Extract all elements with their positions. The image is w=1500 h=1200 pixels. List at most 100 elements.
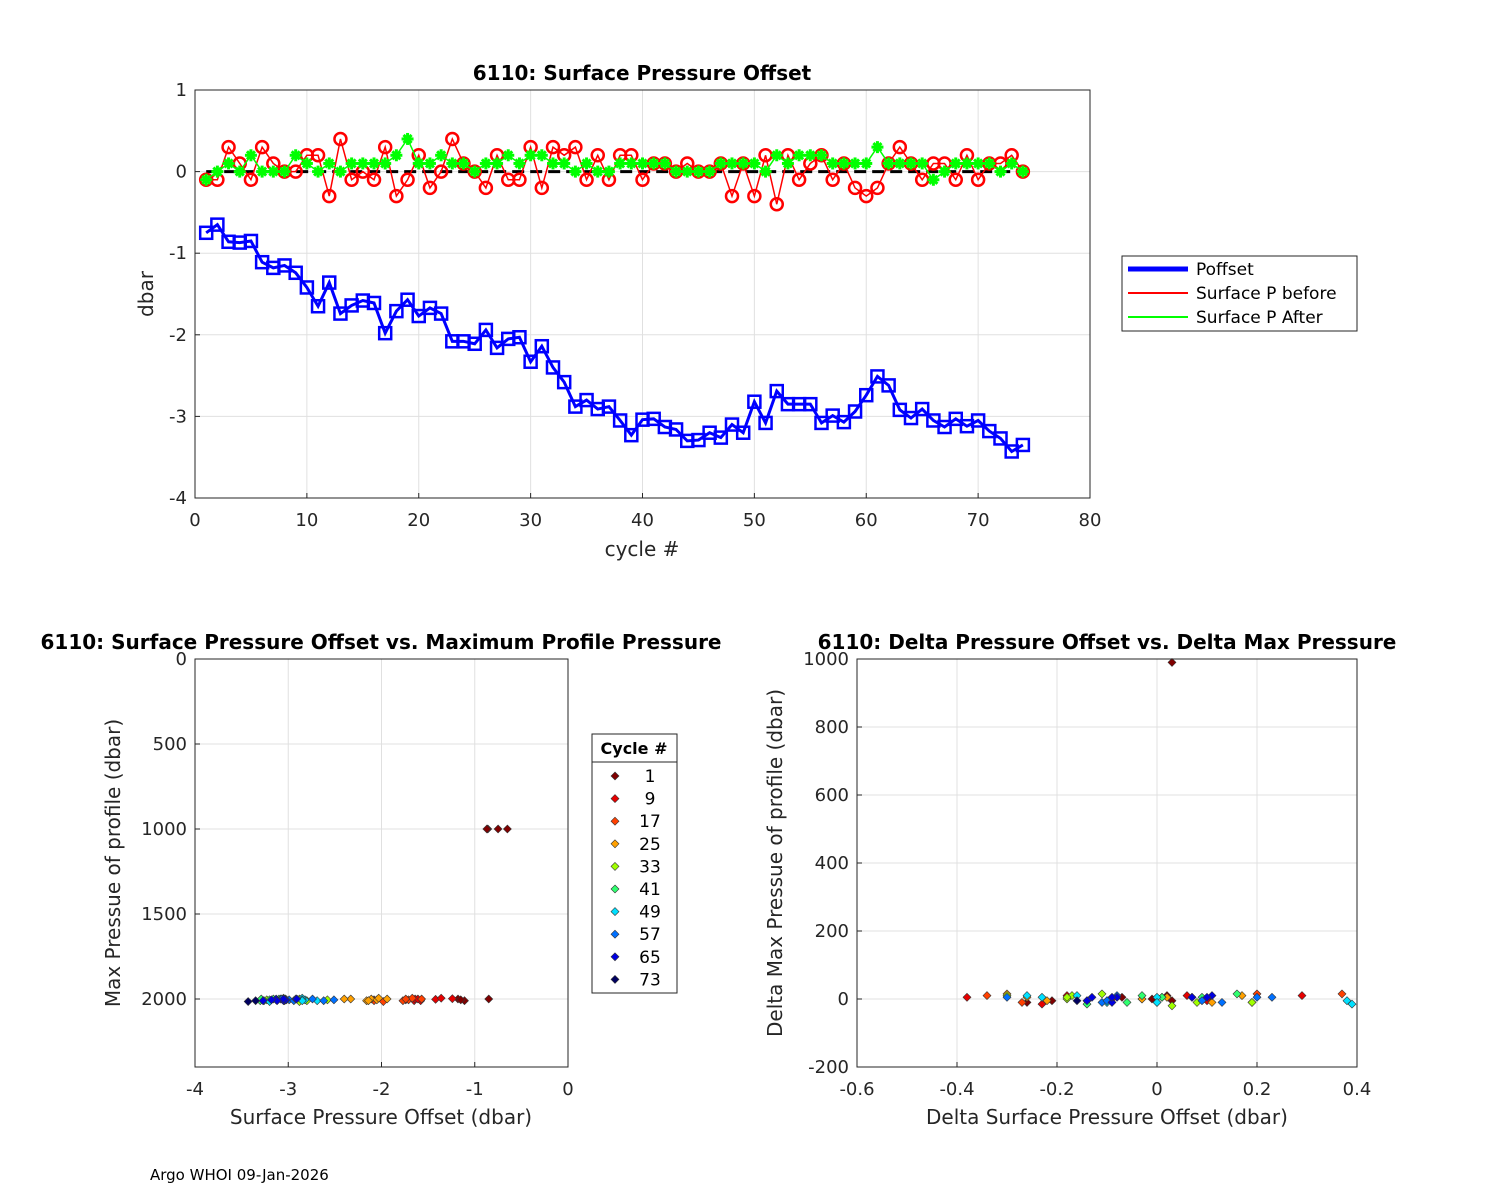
bottom-right-x-tick-label: -0.4 xyxy=(939,1079,974,1100)
scatter-point-cycle xyxy=(502,824,512,834)
point-surface-p-before xyxy=(512,172,527,188)
top-y-tick-label: 0 xyxy=(176,162,187,183)
bottom-left-y-tick-label: 1500 xyxy=(141,904,187,925)
delta-scatter-point xyxy=(1267,992,1277,1002)
point-surface-p-after xyxy=(256,165,269,178)
point-surface-p-before xyxy=(400,172,415,188)
point-surface-p-after xyxy=(244,149,257,162)
delta-scatter-point xyxy=(1252,992,1262,1002)
scatter-point-cycle xyxy=(482,824,492,834)
point-surface-p-after xyxy=(670,165,683,178)
bottom-right-x-tick-label: -0.2 xyxy=(1039,1079,1074,1100)
point-surface-p-before xyxy=(433,164,449,179)
point-surface-p-before xyxy=(769,196,784,212)
scatter-point-cycle xyxy=(407,993,417,1003)
delta-scatter-point xyxy=(1062,992,1072,1002)
point-surface-p-after xyxy=(871,141,884,154)
point-poffset xyxy=(892,402,908,418)
bottom-right-y-tick-label: 400 xyxy=(815,853,849,874)
cycle-legend-label: 57 xyxy=(639,925,661,945)
point-poffset xyxy=(299,280,315,295)
delta-scatter-point xyxy=(962,992,972,1002)
cycle-legend-marker xyxy=(610,929,620,939)
scatter-point-cycle xyxy=(382,994,392,1004)
point-poffset xyxy=(624,427,639,443)
point-surface-p-before xyxy=(445,131,460,147)
point-poffset xyxy=(724,417,740,432)
cycle-legend-label: 33 xyxy=(639,857,661,877)
delta-scatter-point xyxy=(1022,991,1032,1001)
point-poffset xyxy=(377,325,393,341)
point-surface-p-after xyxy=(793,149,806,162)
point-poffset xyxy=(489,340,505,356)
scatter-point-cycle xyxy=(364,996,373,1006)
point-surface-p-after xyxy=(368,157,380,170)
scatter-point-cycle xyxy=(267,995,276,1005)
bottom-left-x-tick-label: -4 xyxy=(186,1079,204,1100)
cycle-legend-label: 1 xyxy=(645,767,656,787)
point-surface-p-before xyxy=(747,188,762,204)
bottom-left-chart-title: 6110: Surface Pressure Offset vs. Maximu… xyxy=(41,630,722,654)
cycle-legend-marker xyxy=(610,816,620,826)
cycle-legend-title: Cycle # xyxy=(601,739,668,758)
point-surface-p-after xyxy=(558,157,571,170)
point-poffset xyxy=(970,413,986,428)
point-surface-p-after xyxy=(692,165,705,178)
bottom-left-x-label: Surface Pressure Offset (dbar) xyxy=(230,1105,532,1129)
point-poffset xyxy=(937,419,952,435)
top-legend: Poffset Surface P before Surface P After xyxy=(1121,255,1358,332)
top-x-tick-label: 80 xyxy=(1079,510,1102,531)
footer-credit: Argo WHOI 09-Jan-2026 xyxy=(150,1166,329,1184)
point-poffset xyxy=(847,404,863,419)
point-poffset xyxy=(478,322,494,338)
point-surface-p-before xyxy=(344,172,359,188)
bottom-right-x-label: Delta Surface Pressure Offset (dbar) xyxy=(926,1105,1288,1129)
point-surface-p-after xyxy=(882,157,895,170)
bottom-left-y-tick-label: 2000 xyxy=(141,989,187,1010)
point-surface-p-after xyxy=(658,157,671,170)
scatter-point-cycle xyxy=(319,996,329,1006)
point-poffset xyxy=(814,415,829,431)
point-surface-p-after xyxy=(267,165,280,178)
cycle-legend-marker xyxy=(610,907,620,917)
scatter-point-cycle xyxy=(374,993,384,1003)
point-poffset xyxy=(646,411,661,427)
scatter-point-cycle xyxy=(258,996,268,1006)
point-surface-p-after xyxy=(860,157,873,170)
point-surface-p-after xyxy=(491,157,504,170)
point-poffset xyxy=(310,298,326,314)
point-poffset xyxy=(556,374,572,390)
point-surface-p-after xyxy=(446,157,459,170)
point-surface-p-before xyxy=(333,131,348,147)
bottom-left-y-label: Max Pressue of profile (dbar) xyxy=(101,719,125,1007)
point-surface-p-after xyxy=(300,157,313,170)
point-surface-p-after xyxy=(502,149,515,162)
bottom-right-x-tick-label: -0.6 xyxy=(839,1079,874,1100)
point-poffset xyxy=(870,369,885,384)
top-x-tick-label: 0 xyxy=(189,510,200,531)
point-surface-p-after xyxy=(580,157,593,170)
cycle-legend-marker xyxy=(610,974,620,984)
point-surface-p-before xyxy=(847,180,863,196)
top-x-tick-label: 40 xyxy=(631,510,654,531)
bottom-left-x-tick-label: -2 xyxy=(373,1079,391,1100)
point-surface-p-after xyxy=(390,149,403,162)
cycle-legend-label: 65 xyxy=(639,948,661,968)
legend-label-surface-p-before: Surface P before xyxy=(1196,284,1337,304)
point-poffset xyxy=(982,423,997,439)
cycle-legend-marker xyxy=(610,884,620,894)
scatter-point-cycle xyxy=(493,824,503,834)
point-surface-p-before xyxy=(724,188,740,204)
point-surface-p-after xyxy=(345,157,358,170)
bottom-left-x-tick-label: 0 xyxy=(562,1079,573,1100)
point-surface-p-after xyxy=(770,149,783,162)
top-x-tick-label: 20 xyxy=(407,510,430,531)
point-surface-p-after xyxy=(714,157,727,170)
point-surface-p-before xyxy=(310,148,326,163)
point-surface-p-before xyxy=(590,148,605,163)
point-surface-p-before xyxy=(948,172,963,188)
delta-scatter-point xyxy=(1247,997,1257,1007)
point-surface-p-after xyxy=(849,157,862,170)
point-poffset xyxy=(881,378,896,393)
delta-scatter-point xyxy=(1217,997,1227,1007)
